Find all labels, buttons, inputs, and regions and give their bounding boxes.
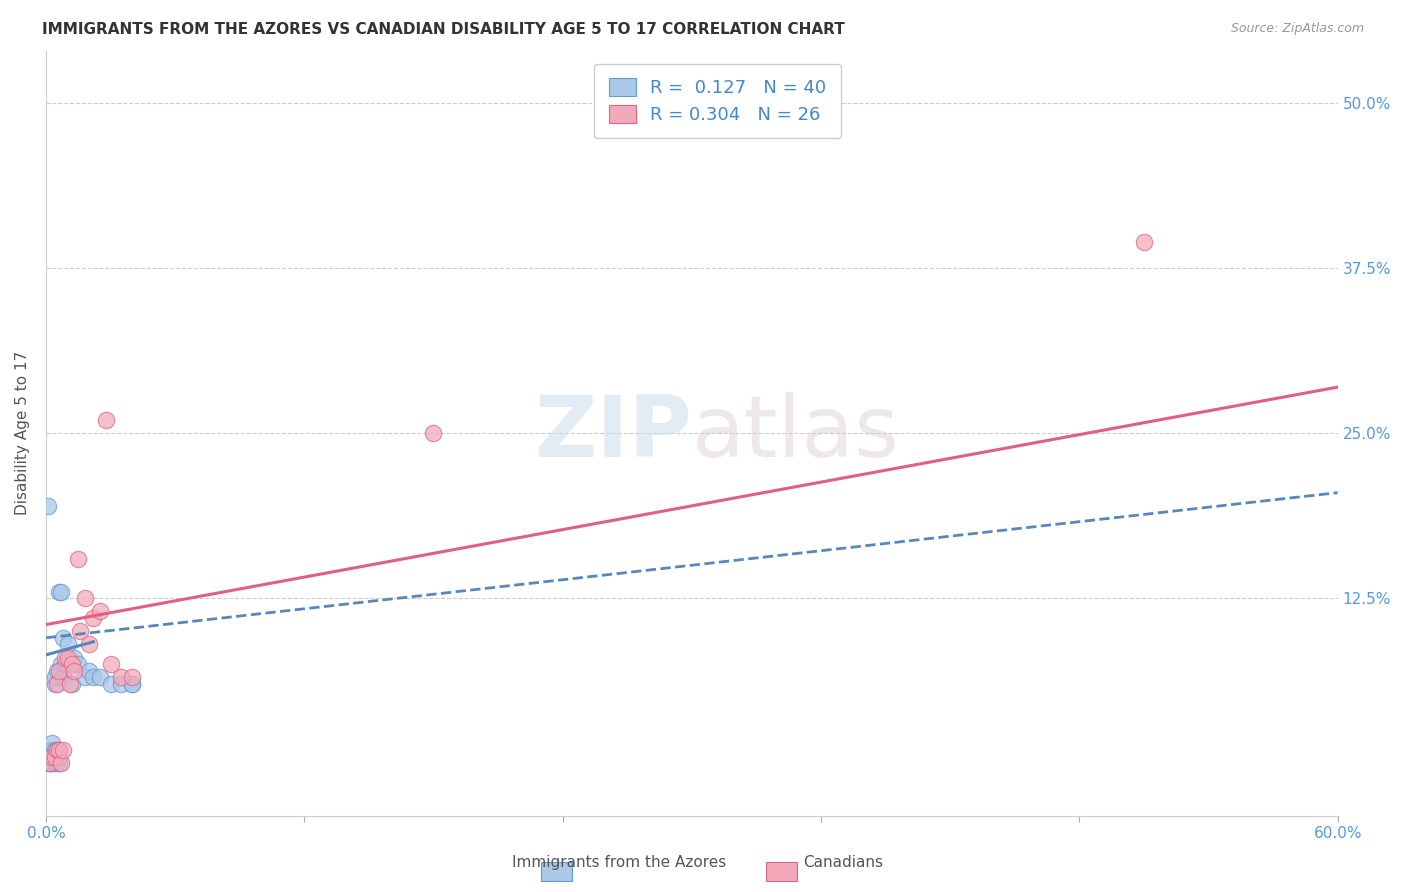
Point bbox=[96, 413, 118, 427]
Point bbox=[121, 677, 143, 691]
Point bbox=[60, 657, 83, 672]
Point bbox=[41, 743, 63, 757]
Text: Source: ZipAtlas.com: Source: ZipAtlas.com bbox=[1230, 22, 1364, 36]
Legend: R =  0.127   N = 40, R = 0.304   N = 26: R = 0.127 N = 40, R = 0.304 N = 26 bbox=[595, 63, 841, 138]
Point bbox=[52, 743, 75, 757]
Point bbox=[39, 756, 62, 771]
Point bbox=[45, 743, 67, 757]
Point bbox=[100, 677, 122, 691]
Point bbox=[45, 743, 67, 757]
Point bbox=[39, 749, 62, 764]
Point bbox=[82, 670, 104, 684]
Text: ZIP: ZIP bbox=[534, 392, 692, 475]
Point bbox=[41, 736, 63, 750]
Point bbox=[44, 756, 66, 771]
Point bbox=[41, 749, 63, 764]
Point bbox=[49, 584, 72, 599]
Point bbox=[48, 756, 70, 771]
Point bbox=[60, 677, 83, 691]
Text: atlas: atlas bbox=[692, 392, 900, 475]
Point bbox=[48, 584, 70, 599]
Point bbox=[82, 611, 104, 625]
Point bbox=[53, 650, 76, 665]
Point bbox=[52, 631, 75, 645]
Point bbox=[45, 664, 67, 678]
Point bbox=[44, 749, 66, 764]
Point bbox=[73, 591, 96, 606]
Text: IMMIGRANTS FROM THE AZORES VS CANADIAN DISABILITY AGE 5 TO 17 CORRELATION CHART: IMMIGRANTS FROM THE AZORES VS CANADIAN D… bbox=[42, 22, 845, 37]
Point bbox=[49, 756, 72, 771]
Point bbox=[1133, 235, 1156, 249]
Point bbox=[44, 743, 66, 757]
Point bbox=[44, 749, 66, 764]
Y-axis label: Disability Age 5 to 17: Disability Age 5 to 17 bbox=[15, 351, 30, 516]
Point bbox=[56, 657, 79, 672]
Point bbox=[73, 670, 96, 684]
Point bbox=[422, 426, 444, 441]
Point bbox=[63, 650, 86, 665]
Point bbox=[45, 756, 67, 771]
Point bbox=[89, 670, 111, 684]
Point bbox=[41, 749, 63, 764]
Point bbox=[37, 499, 59, 513]
Point bbox=[44, 670, 66, 684]
Point bbox=[110, 670, 132, 684]
Point bbox=[63, 664, 86, 678]
Point bbox=[48, 743, 70, 757]
Point bbox=[56, 637, 79, 651]
Point bbox=[37, 756, 59, 771]
Point bbox=[41, 756, 63, 771]
Point bbox=[53, 657, 76, 672]
Point bbox=[48, 749, 70, 764]
Point bbox=[121, 670, 143, 684]
Point bbox=[67, 657, 90, 672]
Point bbox=[69, 624, 91, 639]
Point bbox=[59, 677, 82, 691]
Point bbox=[45, 677, 67, 691]
Point bbox=[48, 743, 70, 757]
Point bbox=[67, 551, 90, 566]
Point bbox=[77, 664, 100, 678]
Point bbox=[39, 756, 62, 771]
Point bbox=[77, 637, 100, 651]
Point bbox=[52, 670, 75, 684]
Point bbox=[44, 677, 66, 691]
Point bbox=[49, 657, 72, 672]
Point bbox=[89, 604, 111, 618]
Point bbox=[56, 650, 79, 665]
Point bbox=[48, 664, 70, 678]
Point bbox=[45, 749, 67, 764]
Point bbox=[121, 677, 143, 691]
Point bbox=[39, 743, 62, 757]
Text: Canadians: Canadians bbox=[804, 855, 883, 870]
Text: Immigrants from the Azores: Immigrants from the Azores bbox=[512, 855, 725, 870]
Point bbox=[110, 677, 132, 691]
Point bbox=[100, 657, 122, 672]
